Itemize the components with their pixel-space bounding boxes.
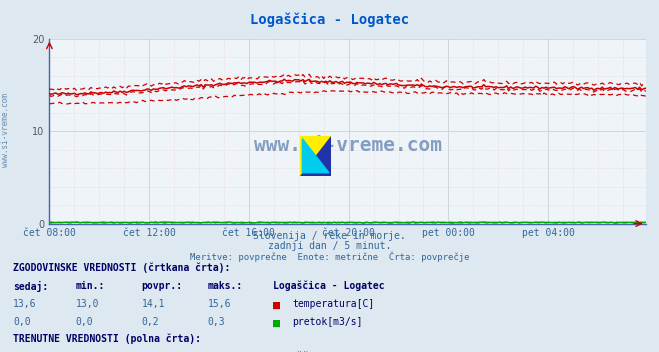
Text: 0,0: 0,0 <box>76 317 94 327</box>
Polygon shape <box>300 136 331 176</box>
Text: min.:: min.: <box>76 281 105 290</box>
Text: zadnji dan / 5 minut.: zadnji dan / 5 minut. <box>268 241 391 251</box>
Text: Logaščica - Logatec: Logaščica - Logatec <box>273 281 385 291</box>
Text: pretok[m3/s]: pretok[m3/s] <box>292 317 362 327</box>
Text: Meritve: povprečne  Enote: metrične  Črta: povprečje: Meritve: povprečne Enote: metrične Črta:… <box>190 252 469 262</box>
Polygon shape <box>302 139 329 173</box>
Polygon shape <box>300 136 331 176</box>
Text: sedaj:: sedaj: <box>13 281 48 291</box>
Text: 13,0: 13,0 <box>76 299 100 309</box>
Text: maks.:: maks.: <box>208 281 243 290</box>
Text: 0,2: 0,2 <box>142 317 159 327</box>
Text: 0,0: 0,0 <box>13 317 31 327</box>
Text: povpr.:: povpr.: <box>142 281 183 290</box>
Text: Logaščica - Logatec: Logaščica - Logatec <box>250 12 409 27</box>
Text: Slovenija / reke in morje.: Slovenija / reke in morje. <box>253 231 406 240</box>
Text: ZGODOVINSKE VREDNOSTI (črtkana črta):: ZGODOVINSKE VREDNOSTI (črtkana črta): <box>13 262 231 273</box>
Text: www.si-vreme.com: www.si-vreme.com <box>254 137 442 155</box>
Text: TRENUTNE VREDNOSTI (polna črta):: TRENUTNE VREDNOSTI (polna črta): <box>13 334 201 344</box>
Text: 0,3: 0,3 <box>208 317 225 327</box>
Text: 15,6: 15,6 <box>208 299 231 309</box>
Text: temperatura[C]: temperatura[C] <box>292 299 374 309</box>
Text: www.si-vreme.com: www.si-vreme.com <box>1 93 10 167</box>
Text: 13,6: 13,6 <box>13 299 37 309</box>
Text: ■: ■ <box>273 299 281 312</box>
Text: ■: ■ <box>273 317 281 330</box>
Text: 14,1: 14,1 <box>142 299 165 309</box>
